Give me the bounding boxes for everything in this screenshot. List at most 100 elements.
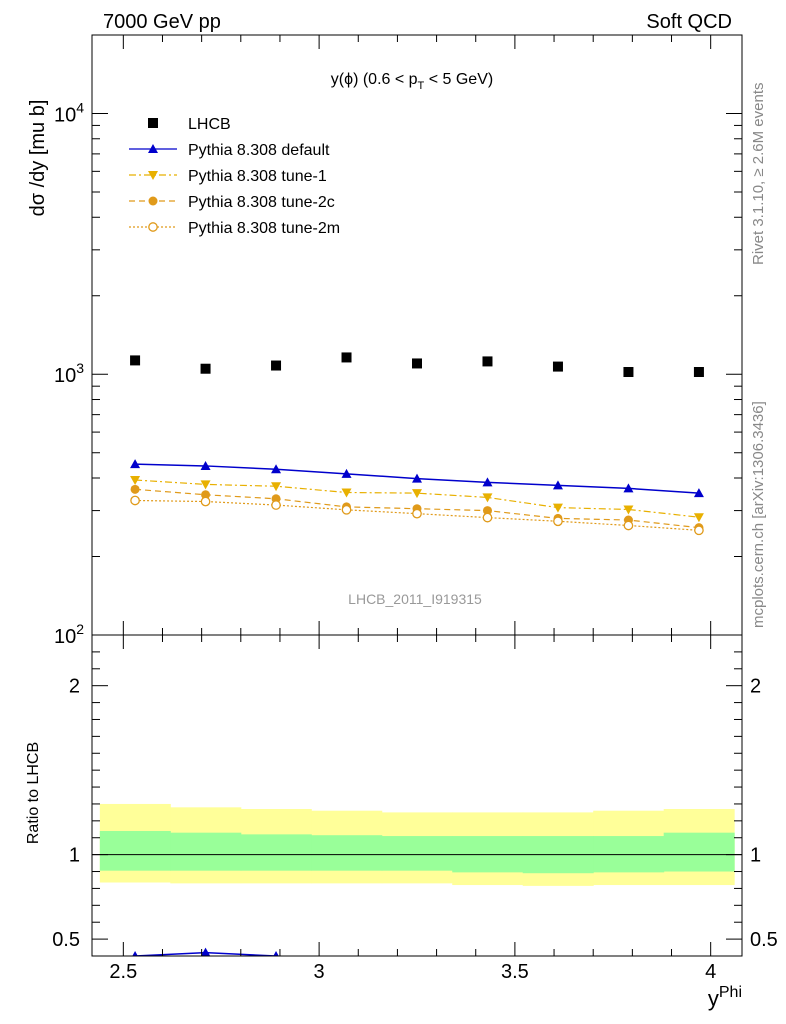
- data-point: [341, 488, 352, 498]
- data-point: [412, 473, 422, 483]
- series-pythia-8-308-default: [130, 459, 704, 498]
- data-point: [130, 355, 141, 366]
- legend-label: Pythia 8.308 tune-2c: [188, 194, 335, 211]
- series-lhcb: [130, 352, 704, 378]
- ratio-y-tick-label-right: 2: [750, 676, 761, 698]
- data-point: [693, 488, 704, 498]
- data-point: [341, 504, 352, 515]
- legend-marker: [148, 196, 158, 206]
- x-tick-label: 3: [314, 961, 325, 983]
- ratio-point: [200, 947, 211, 956]
- data-point: [552, 503, 563, 513]
- legend-entry: Pythia 8.308 tune-2m: [129, 220, 340, 237]
- header-category-label: Soft QCD: [646, 11, 732, 33]
- x-tick-label: 2.5: [109, 961, 137, 983]
- y-tick-label-base: 10: [54, 104, 76, 126]
- data-point: [552, 480, 563, 490]
- data-point: [623, 520, 634, 531]
- data-point: [200, 460, 211, 470]
- ratio-y-tick-label: 2: [69, 676, 80, 698]
- data-point: [482, 493, 493, 503]
- x-tick-label: 3.5: [501, 961, 529, 983]
- data-point: [412, 489, 422, 499]
- ratio-point: [553, 959, 563, 968]
- ratio-point: [694, 961, 704, 970]
- header-energy-label: 7000 GeV pp: [103, 11, 221, 33]
- data-point: [694, 525, 704, 536]
- ratio-point: [412, 958, 422, 967]
- plot-title-main: y(ϕ) (0.6 < p: [331, 71, 418, 88]
- ratio-y-tick-label-right: 1: [750, 845, 761, 867]
- data-point: [271, 360, 282, 371]
- legend-label: LHCB: [188, 116, 231, 133]
- data-point: [271, 464, 282, 474]
- band-stat-uncertainty-bin: [99, 830, 171, 871]
- plot-title-sub: T: [418, 80, 425, 92]
- data-point: [623, 505, 634, 515]
- ratio-y-tick-label: 0.5: [52, 929, 80, 951]
- x-axis-label: yPhi: [708, 984, 742, 1011]
- ratio-point: [132, 951, 138, 956]
- legend-marker: [148, 171, 158, 180]
- legend-label: Pythia 8.308 tune-2m: [188, 220, 340, 237]
- legend-entry: Pythia 8.308 default: [129, 142, 330, 159]
- main-plot-data: [130, 352, 704, 536]
- legend-entry: Pythia 8.308 tune-1: [129, 168, 327, 185]
- ratio-y-tick-label: 1: [69, 845, 80, 867]
- data-point: [130, 476, 141, 486]
- y-tick-label-base: 10: [54, 365, 76, 387]
- legend-label: Pythia 8.308 default: [188, 142, 330, 159]
- legend-marker: [148, 144, 158, 153]
- legend-label: Pythia 8.308 tune-1: [188, 168, 327, 185]
- series-pythia-8-308-tune-2m: [130, 495, 704, 536]
- x-axis-label-main: y: [708, 986, 719, 1011]
- data-point: [201, 490, 211, 500]
- x-tick-label: 4: [705, 961, 716, 983]
- data-point: [130, 484, 140, 494]
- data-point: [482, 477, 493, 487]
- data-point: [482, 512, 493, 523]
- band-stat-uncertainty-bin: [240, 834, 312, 871]
- band-stat-uncertainty-bin: [170, 832, 242, 871]
- ratio-point: [482, 961, 492, 970]
- legend-marker: [148, 222, 158, 232]
- data-point: [412, 358, 422, 369]
- data-point: [341, 468, 352, 478]
- ratio-bands: [92, 803, 742, 886]
- data-point: [130, 495, 140, 506]
- y-tick-label-exponent: 2: [76, 621, 84, 637]
- data-point: [200, 496, 211, 507]
- mcplots-source-label: mcplots.cern.ch [arXiv:1306.3436]: [750, 401, 767, 628]
- ratio-plot-data: [132, 947, 704, 970]
- ratio-plot-frame: [91, 634, 743, 957]
- data-point: [553, 516, 563, 527]
- data-point: [271, 500, 281, 510]
- legend-entry: LHCB: [148, 116, 231, 133]
- ratio-series-default: [132, 947, 704, 970]
- data-point: [623, 483, 634, 493]
- ratio-axis-label: Ratio to LHCB: [25, 742, 42, 844]
- data-point: [693, 367, 704, 378]
- y-tick-label-base: 10: [54, 626, 76, 648]
- ratio-y-tick-label-right: 0.5: [750, 929, 778, 951]
- band-stat-uncertainty-bin: [663, 832, 735, 872]
- y-tick-label-exponent: 3: [76, 360, 84, 376]
- series-line: [135, 479, 699, 518]
- data-point: [482, 506, 492, 516]
- y-tick-label: 104: [54, 99, 84, 126]
- data-point: [200, 363, 211, 374]
- ratio-point: [273, 951, 279, 956]
- series-pythia-8-308-tune-1: [130, 476, 704, 523]
- legend-marker: [148, 118, 158, 128]
- ratio-point: [342, 958, 352, 967]
- data-point: [271, 482, 282, 492]
- data-point: [130, 459, 141, 469]
- y-axis-label: dσ /dy [mu b]: [27, 100, 49, 217]
- data-point: [552, 361, 563, 372]
- y-tick-label: 102: [54, 621, 84, 648]
- data-point: [200, 480, 211, 490]
- ratio-point: [623, 958, 633, 967]
- band-stat-uncertainty-bin: [311, 835, 383, 871]
